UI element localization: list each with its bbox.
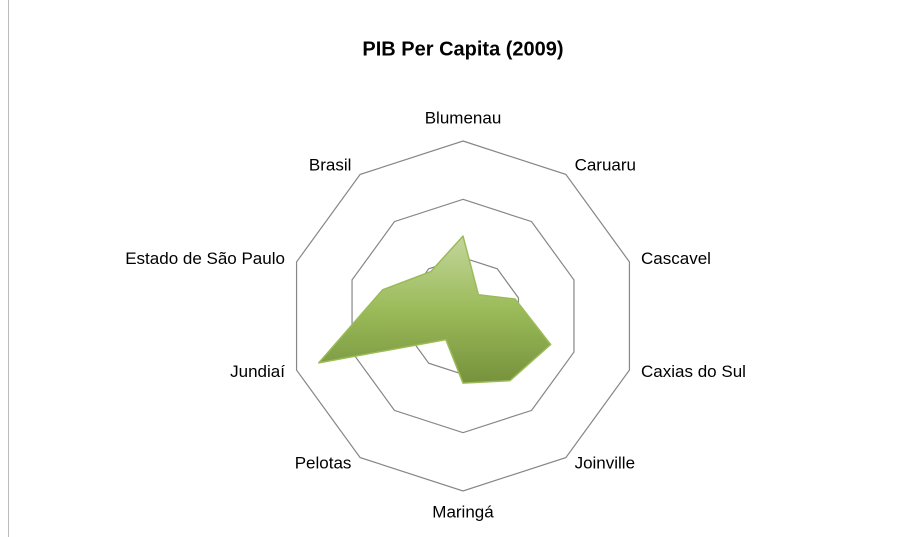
category-label: Cascavel bbox=[641, 249, 711, 268]
category-label: Blumenau bbox=[425, 108, 502, 127]
category-label: Caruaru bbox=[575, 155, 636, 174]
category-label: Caxias do Sul bbox=[641, 362, 746, 381]
grid-ring bbox=[295, 140, 631, 492]
chart-title: PIB Per Capita (2009) bbox=[362, 38, 563, 60]
radar-area bbox=[318, 235, 552, 384]
category-label: Estado de São Paulo bbox=[125, 249, 285, 268]
category-label: Jundiaí bbox=[230, 362, 285, 381]
category-label: Maringá bbox=[432, 502, 494, 521]
category-label: Pelotas bbox=[295, 454, 352, 473]
category-label: Joinville bbox=[575, 454, 635, 473]
category-label: Brasil bbox=[309, 155, 352, 174]
grid-ring bbox=[351, 198, 575, 434]
